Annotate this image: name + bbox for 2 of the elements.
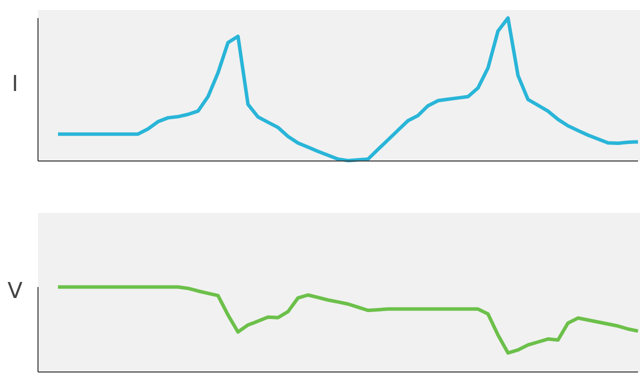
y-axis-title: V [6,278,24,304]
y-axis-title: I [10,72,20,96]
